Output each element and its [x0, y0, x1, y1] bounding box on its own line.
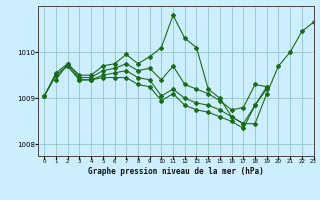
X-axis label: Graphe pression niveau de la mer (hPa): Graphe pression niveau de la mer (hPa)	[88, 167, 264, 176]
